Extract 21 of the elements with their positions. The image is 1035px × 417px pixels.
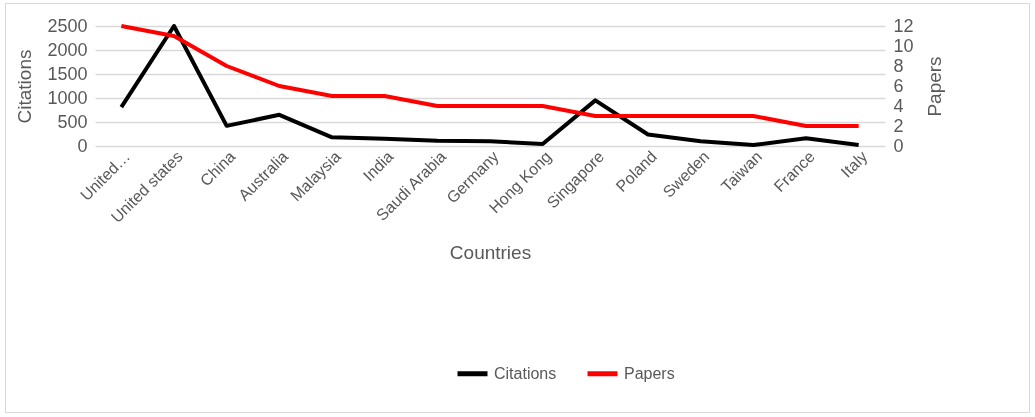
line-series xyxy=(119,24,861,148)
y-axis-title: Citations xyxy=(14,49,36,124)
y-tick-label: 500 xyxy=(57,111,88,132)
legend-label: Citations xyxy=(494,364,557,382)
y-tick-label: 1500 xyxy=(47,63,88,84)
y2-tick-label: 4 xyxy=(893,95,904,116)
y2-tick-label: 6 xyxy=(893,75,904,96)
y-tick-label: 2000 xyxy=(47,39,88,60)
y-tick-label: 1000 xyxy=(47,87,88,108)
x-axis-title: Countries xyxy=(449,241,532,263)
y2-axis-title: Papers xyxy=(923,56,945,117)
x-tick-label: Italy xyxy=(837,147,871,181)
y2-tick-label: 0 xyxy=(893,135,904,156)
line-series xyxy=(119,24,861,128)
y-tick-label: 0 xyxy=(77,135,88,156)
y-tick-label: 2500 xyxy=(47,15,88,36)
y2-tick-label: 10 xyxy=(893,35,914,56)
legend-label: Papers xyxy=(624,364,675,382)
y2-tick-label: 2 xyxy=(893,115,904,136)
y2-tick-label: 8 xyxy=(893,55,904,76)
y2-tick-label: 12 xyxy=(893,15,914,36)
